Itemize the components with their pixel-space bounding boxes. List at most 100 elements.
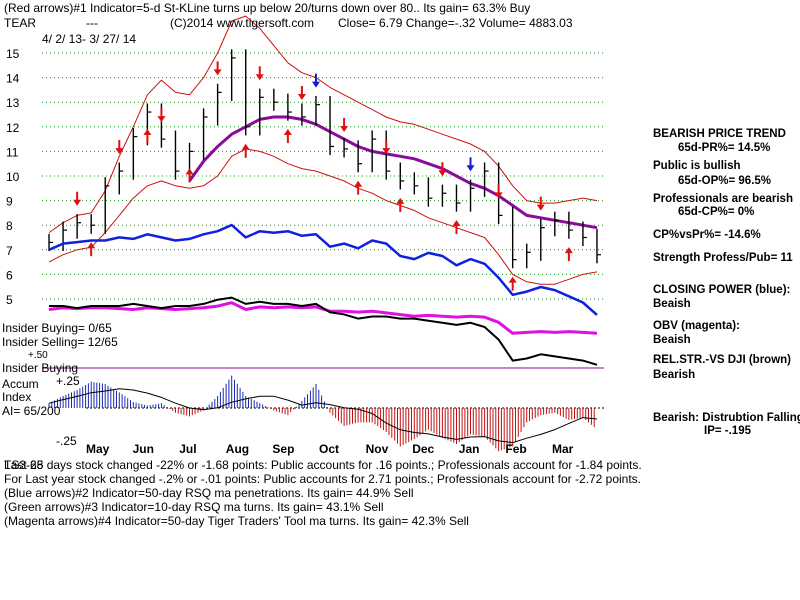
minus-25-label: -.25 <box>56 434 77 448</box>
ai-value: AI= 65/200 <box>2 404 61 418</box>
plus-25-label: +.25 <box>56 374 80 388</box>
price-bar <box>441 184 447 207</box>
lower-band-line <box>48 148 598 285</box>
month-label: Nov <box>366 442 389 456</box>
red-down-arrow <box>494 184 503 199</box>
accum-index-histogram <box>48 375 604 452</box>
strength-ratio: Strength Profess/Pub= 11 <box>653 252 793 264</box>
ip-value: IP= -.195 <box>704 425 751 437</box>
price-bar <box>287 93 292 121</box>
footer-overlay-date: TS3-28 <box>4 458 44 472</box>
footer-year: For Last year stock changed -.2% or -.01… <box>4 472 642 486</box>
price-bar <box>48 233 54 252</box>
red-down-arrow <box>340 117 349 132</box>
insider-buying-count: Insider Buying= 0/65 <box>2 321 112 335</box>
accum-ma-line <box>48 388 598 444</box>
price-bar <box>202 108 208 161</box>
month-label: Aug <box>226 442 249 456</box>
upper-band-line <box>48 15 598 234</box>
red-up-arrow-head <box>508 276 517 283</box>
date-range: 4/ 2/ 13- 3/ 27/ 14 <box>42 32 137 46</box>
price-tick-6: 6 <box>6 268 13 282</box>
red-down-arrow <box>115 140 124 155</box>
red-down-arrow-head <box>213 69 222 76</box>
price-bar <box>357 140 363 173</box>
rel-strength-label: REL.STR.-VS DJI (brown) <box>653 354 791 366</box>
trend-title: BEARISH PRICE TREND <box>653 128 786 140</box>
plus-50-label: +.50 <box>28 350 48 361</box>
red-down-arrow <box>157 108 166 123</box>
price-bar <box>315 96 320 126</box>
price-bar <box>230 49 236 101</box>
red-up-arrow-head <box>87 242 96 249</box>
price-tick-7: 7 <box>6 244 13 258</box>
footer-65day: Last 65 days stock changed -22% or -1.68… <box>4 458 642 472</box>
red-up-arrow <box>396 197 405 212</box>
month-label: Jun <box>133 442 154 456</box>
red-down-arrow-head <box>438 170 447 177</box>
blue-down-arrow <box>311 73 320 88</box>
red-up-arrow-head <box>564 247 573 254</box>
price-tick-10: 10 <box>6 170 20 184</box>
footer-blue-arrows: (Blue arrows)#2 Indicator=50-day RSQ ma … <box>4 486 414 500</box>
red-up-arrow <box>185 168 194 183</box>
price-bar <box>343 137 349 158</box>
red-down-arrow-head <box>73 199 82 206</box>
red-up-arrow-head <box>452 220 461 227</box>
public-status: Public is bullish <box>653 160 741 172</box>
red-up-arrow-head <box>241 143 250 150</box>
price-tick-8: 8 <box>6 219 13 233</box>
month-label: May <box>86 442 110 456</box>
accum-label: Accum <box>2 377 39 391</box>
red-down-arrow <box>213 61 222 76</box>
price-bar <box>427 177 433 207</box>
blue-down-arrow <box>466 157 475 172</box>
red-down-arrow <box>297 85 306 100</box>
price-tick-15: 15 <box>6 47 20 61</box>
copyright-site: (C)2014 www.tigersoft.com <box>170 16 315 30</box>
red-up-arrow <box>143 129 152 144</box>
red-down-arrow <box>255 66 264 81</box>
insider-buying-label: Insider Buying <box>2 361 79 375</box>
lower-indicators <box>42 296 604 369</box>
red-down-arrow-head <box>115 148 124 155</box>
red-up-arrow <box>452 220 461 235</box>
month-label: Feb <box>505 442 526 456</box>
red-down-arrow-head <box>255 74 264 81</box>
price-bar <box>582 221 587 247</box>
price-tick-13: 13 <box>6 96 20 110</box>
pr-value: 65d-PR%= 14.5% <box>678 142 771 154</box>
red-up-arrow <box>354 180 363 195</box>
red-down-arrow-head <box>536 204 545 211</box>
cp-vs-pr: CP%vsPr%= -14.6% <box>653 229 761 241</box>
closing-power-label: CLOSING POWER (blue): <box>653 284 791 296</box>
red-up-arrow <box>241 143 250 158</box>
price-bar <box>469 179 475 212</box>
price-bar <box>301 103 306 126</box>
price-bar <box>329 96 335 156</box>
price-tick-14: 14 <box>6 72 20 86</box>
red-up-arrow-head <box>283 129 292 136</box>
red-down-arrow <box>438 162 447 177</box>
price-tick-11: 11 <box>6 145 19 159</box>
red-up-arrow <box>508 276 517 291</box>
index-label: Index <box>2 390 32 404</box>
price-bar <box>273 88 278 111</box>
month-label: Dec <box>412 442 434 456</box>
red-up-arrow <box>283 129 292 144</box>
price-bar <box>511 206 517 269</box>
price-bar <box>118 162 124 195</box>
price-bar <box>371 130 377 173</box>
price-tick-12: 12 <box>6 121 20 135</box>
rel-strength-series <box>49 296 598 366</box>
price-bar <box>596 228 601 264</box>
ma50-line <box>188 115 598 230</box>
price-bar <box>526 243 531 269</box>
footer-magenta-arrows: (Magenta arrows)#4 Indicator=50-day Tige… <box>4 514 469 528</box>
blue-down-arrow-head <box>311 81 320 88</box>
signal-arrows <box>73 61 573 291</box>
red-down-arrow-head <box>297 93 306 100</box>
red-down-arrow-head <box>157 116 166 123</box>
ticker: TEAR <box>4 16 37 30</box>
